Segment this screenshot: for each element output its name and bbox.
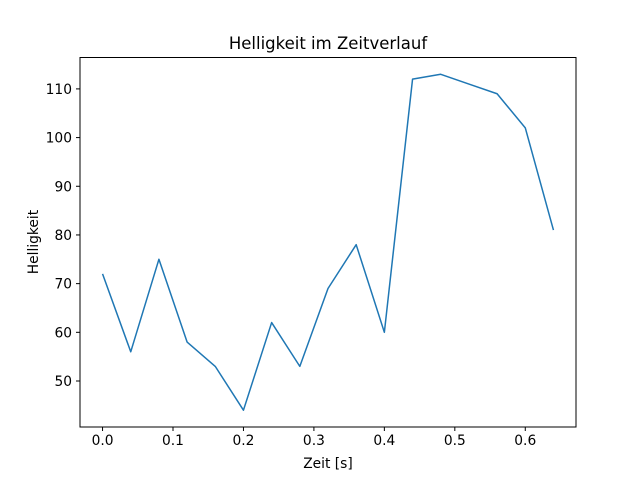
y-tick-label: 80: [54, 228, 72, 244]
x-axis-label: Zeit [s]: [303, 456, 353, 472]
x-tick-label: 0.1: [162, 433, 184, 449]
axes-layer: 0.0 0.1 0.2 0.3 0.4 0.5 0.6 50 60 70 80 90 100 110: [46, 57, 577, 449]
chart-title: Helligkeit im Zeitverlauf: [229, 34, 428, 53]
series-layer: [101, 73, 555, 411]
x-tick-label: 0.4: [373, 433, 395, 449]
y-tick-label: 60: [54, 325, 72, 341]
y-tick-label: 110: [46, 82, 72, 98]
x-tick-label: 0.3: [303, 433, 325, 449]
x-tick-label: 0.0: [92, 433, 114, 449]
y-tick-label: 50: [54, 374, 72, 390]
x-tick-label: 0.6: [514, 433, 536, 449]
y-tick-label: 90: [54, 179, 72, 195]
data-line: [101, 73, 555, 411]
y-tick-label: 70: [54, 277, 72, 293]
y-axis-label: Helligkeit: [26, 209, 42, 274]
y-tick-label: 100: [46, 131, 72, 147]
x-tick-label: 0.2: [232, 433, 254, 449]
x-tick-label: 0.5: [444, 433, 466, 449]
axes-spines: [79, 57, 577, 428]
